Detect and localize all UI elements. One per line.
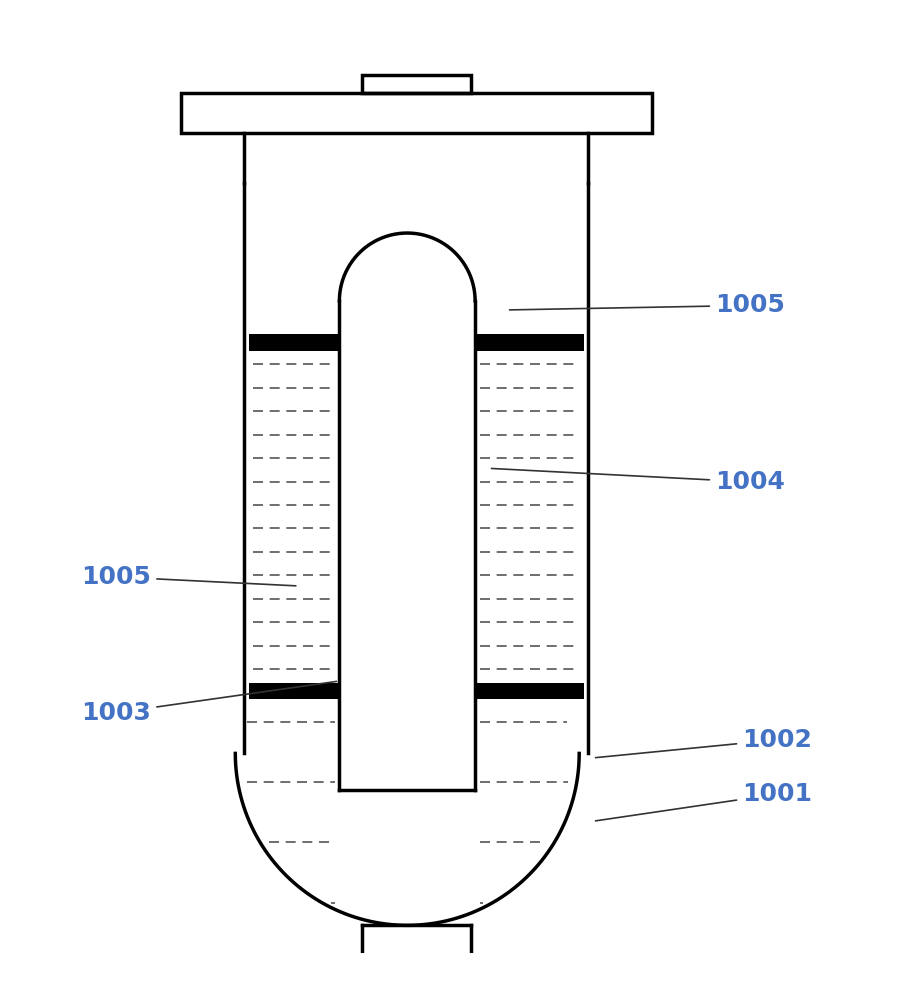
Text: 1001: 1001 — [595, 782, 812, 821]
Text: 1004: 1004 — [491, 468, 785, 494]
Text: 1002: 1002 — [595, 728, 812, 758]
Text: 1003: 1003 — [81, 681, 337, 725]
Polygon shape — [475, 683, 584, 699]
Polygon shape — [475, 334, 584, 351]
Polygon shape — [249, 334, 339, 351]
Text: 1005: 1005 — [81, 565, 296, 589]
Polygon shape — [249, 683, 339, 699]
Text: 1005: 1005 — [510, 293, 785, 317]
